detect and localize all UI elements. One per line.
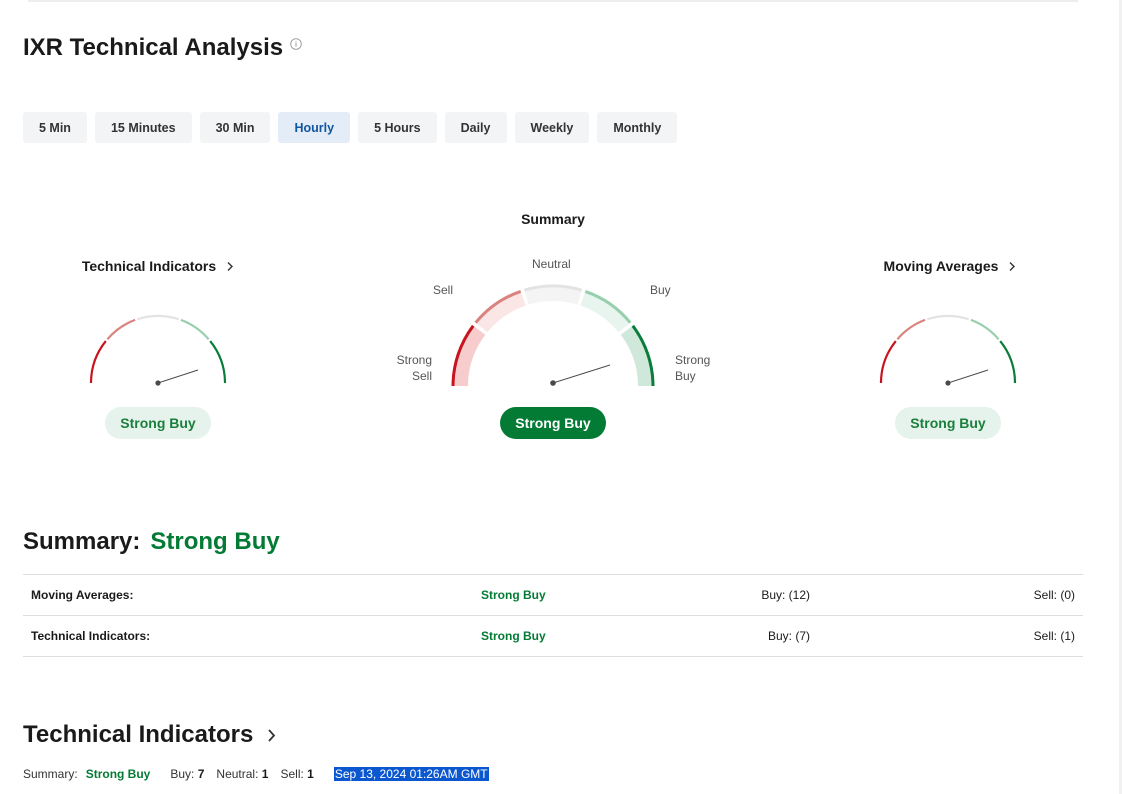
table-row: Moving Averages: Strong Buy Buy: (12) Se… — [23, 575, 1083, 616]
ti-summary-value: Strong Buy — [85, 767, 151, 781]
gauge-needle-pivot — [155, 380, 161, 386]
summary-rating-badge: Strong Buy — [500, 407, 606, 439]
summary-table: Moving Averages: Strong Buy Buy: (12) Se… — [23, 574, 1083, 657]
tab-15-minutes[interactable]: 15 Minutes — [94, 112, 192, 143]
gauge-arc-neutral — [523, 284, 583, 292]
gauge-label-strong-sell-line1: Strong — [396, 353, 432, 367]
gauge-segment-strong-buy — [999, 340, 1017, 384]
gauge-segment-strong-sell — [453, 325, 486, 386]
gauge-segment-strong-sell — [879, 340, 897, 384]
gauge-arc-strong-sell — [451, 324, 475, 387]
gauge-segment-sell — [896, 318, 926, 341]
technical-indicators-gauge-title-text: Technical Indicators — [81, 258, 217, 274]
ti-neutral-label: Neutral: — [216, 767, 259, 781]
gauge-segment-neutral — [926, 314, 970, 321]
table-row: Technical Indicators: Strong Buy Buy: (7… — [23, 616, 1083, 657]
summary-heading-label: Summary: — [23, 528, 141, 555]
gauge-needle — [157, 369, 199, 384]
ti-buy-label: Buy: — [170, 767, 195, 781]
technical-indicators-gauge — [89, 314, 227, 386]
timeframe-tabs: 5 Min 15 Minutes 30 Min Hourly 5 Hours D… — [23, 112, 685, 143]
gauge-segment-buy — [580, 291, 631, 333]
technical-indicators-rating-badge: Strong Buy — [105, 407, 211, 439]
gauge-segment-neutral — [524, 285, 582, 305]
technical-indicators-summary-line: Summary: Strong Buy Buy: 7 Neutral: 1 Se… — [23, 767, 489, 781]
technical-indicators-heading[interactable]: Technical Indicators — [23, 719, 276, 751]
tab-monthly[interactable]: Monthly — [597, 112, 678, 143]
scrollbar-track[interactable] — [1119, 0, 1122, 794]
chevron-right-icon — [227, 261, 234, 271]
ti-summary-label: Summary: — [23, 767, 78, 781]
gauge-segment-buy — [970, 318, 1000, 341]
ti-sell-count: 1 — [307, 767, 314, 781]
ti-sell-label: Sell: — [280, 767, 304, 781]
tab-weekly[interactable]: Weekly — [514, 112, 590, 143]
technical-indicators-gauge-title[interactable]: Technical Indicators — [82, 258, 234, 274]
gauge-label-strong-sell-line2: Sell — [411, 369, 432, 383]
row-sell-count: Sell: (1) — [1033, 629, 1075, 643]
moving-averages-rating-badge: Strong Buy — [895, 407, 1001, 439]
moving-averages-gauge-title-text: Moving Averages — [883, 258, 999, 274]
row-name: Moving Averages: — [31, 588, 134, 602]
summary-gauge-title: Summary — [521, 211, 585, 227]
row-sell-count: Sell: (0) — [1033, 588, 1075, 602]
ti-buy-count: 7 — [197, 767, 205, 781]
gauge-arc-sell — [474, 289, 522, 324]
gauge-label-strong-buy: Strong Buy — [675, 352, 710, 384]
top-divider — [28, 0, 1078, 2]
gauge-segment-strong-buy — [209, 340, 227, 384]
row-buy-count: Buy: (7) — [767, 629, 810, 643]
gauge-segment-buy — [180, 318, 210, 341]
tab-30-min[interactable]: 30 Min — [199, 112, 271, 143]
gauge-label-buy: Buy — [650, 283, 671, 297]
moving-averages-gauge-header[interactable]: Moving Averages — [850, 258, 1050, 276]
row-rating: Strong Buy — [481, 588, 546, 602]
gauge-segment-strong-sell — [89, 340, 107, 384]
gauge-label-strong-buy-line2: Buy — [675, 369, 696, 383]
gauge-label-strong-sell: Strong Sell — [394, 352, 432, 384]
gauge-label-neutral: Neutral — [532, 257, 571, 271]
gauge-arc-buy — [584, 289, 632, 324]
ti-neutral-count: 1 — [261, 767, 269, 781]
ti-sell: Sell: 1 — [280, 767, 313, 781]
gauge-segment-neutral — [136, 314, 180, 321]
row-buy-count: Buy: (12) — [761, 588, 810, 602]
chevron-right-icon — [268, 728, 276, 742]
technical-indicators-gauge-header[interactable]: Technical Indicators — [58, 258, 258, 276]
technical-indicators-title: Technical Indicators — [23, 721, 254, 748]
info-icon[interactable] — [290, 38, 302, 50]
tab-5-hours[interactable]: 5 Hours — [358, 112, 437, 143]
row-name: Technical Indicators: — [31, 629, 151, 643]
gauge-needle — [552, 364, 611, 384]
page-title: IXR Technical Analysis — [23, 34, 284, 61]
moving-averages-gauge-title[interactable]: Moving Averages — [884, 258, 1017, 274]
gauge-segment-strong-buy — [620, 325, 653, 386]
ti-neutral: Neutral: 1 — [216, 767, 268, 781]
title-row: IXR Technical Analysis — [23, 32, 302, 64]
gauge-segment-sell — [106, 318, 136, 341]
gauge-label-sell: Sell — [433, 283, 454, 297]
gauge-segment-sell — [475, 291, 526, 333]
tab-5-min[interactable]: 5 Min — [23, 112, 87, 143]
tab-hourly[interactable]: Hourly — [278, 112, 351, 143]
summary-heading: Summary: Strong Buy — [23, 526, 280, 558]
moving-averages-gauge — [879, 314, 1017, 386]
gauge-needle-pivot — [945, 380, 951, 386]
ti-timestamp: Sep 13, 2024 01:26AM GMT — [333, 767, 489, 781]
gauge-needle-pivot — [550, 380, 556, 386]
tab-daily[interactable]: Daily — [444, 112, 507, 143]
summary-heading-value: Strong Buy — [150, 528, 280, 555]
ti-buy: Buy: 7 — [170, 767, 204, 781]
chevron-right-icon — [1009, 261, 1016, 271]
row-rating: Strong Buy — [481, 629, 546, 643]
gauge-arc-strong-buy — [631, 324, 655, 387]
gauge-label-strong-buy-line1: Strong — [675, 353, 711, 367]
gauge-needle — [947, 369, 989, 384]
summary-gauge — [451, 284, 655, 387]
